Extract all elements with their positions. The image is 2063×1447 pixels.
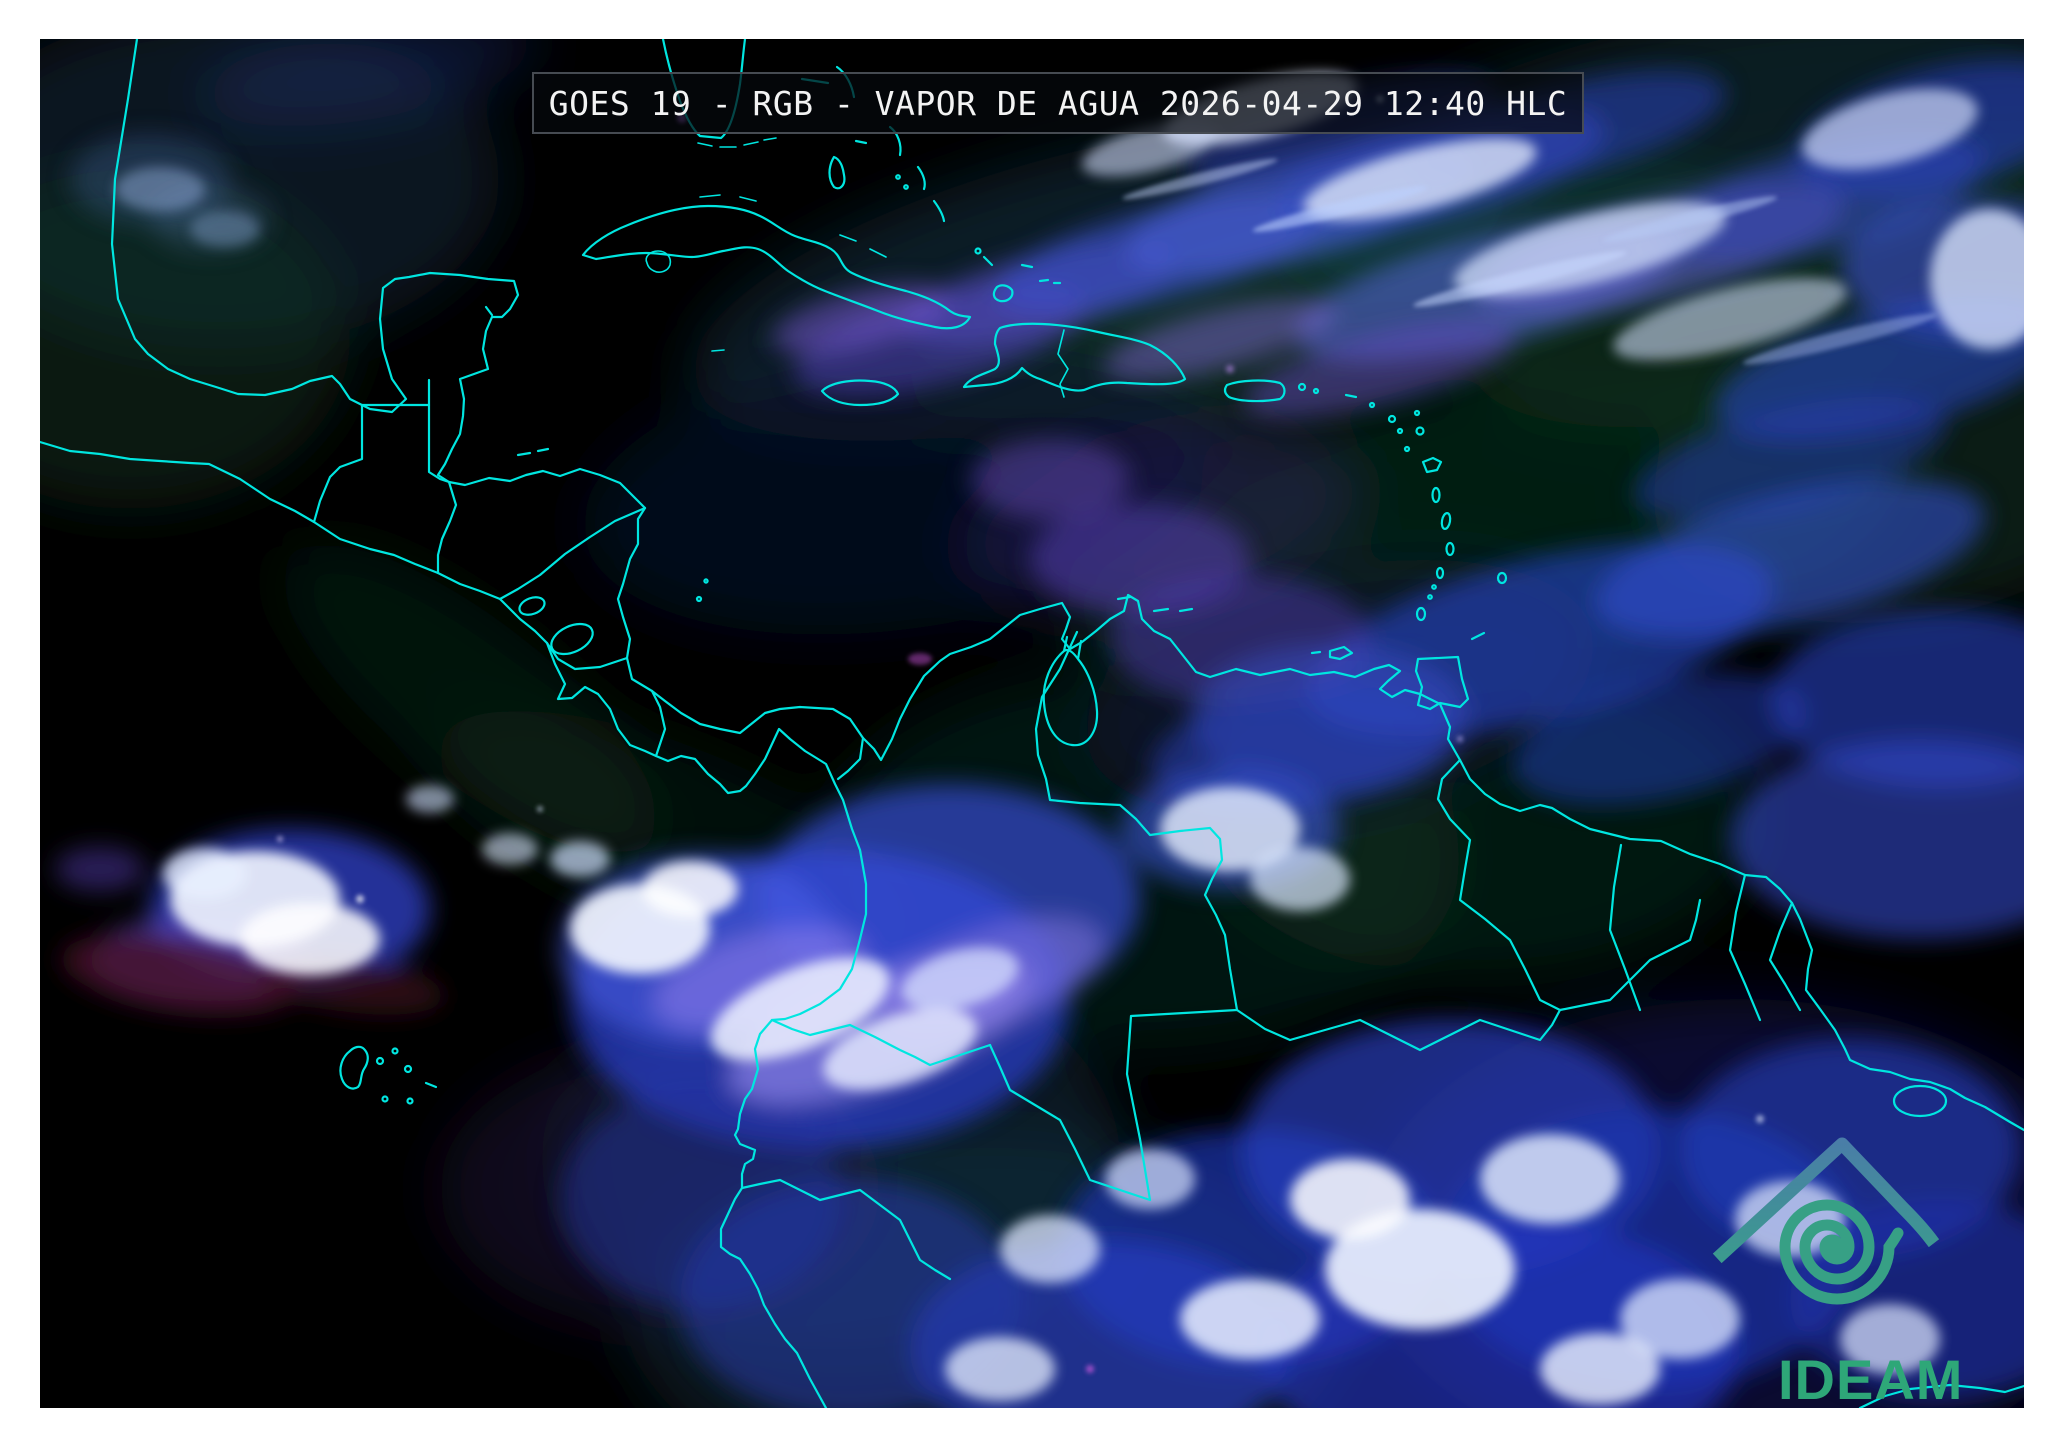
- lake-maracaibo-outline: [1042, 635, 1099, 747]
- south-america-borders: [740, 630, 2024, 1408]
- haiti-dr-border: [1057, 329, 1069, 398]
- title-text: GOES 19 - RGB - VAPOR DE AGUA 2026-04-29…: [548, 83, 1568, 123]
- puerto-rico-outline: [1223, 379, 1286, 403]
- logo-text: IDEAM: [1778, 1348, 1964, 1408]
- trinidad-outline: [1414, 655, 1470, 711]
- continental-coastline: [110, 39, 2024, 1132]
- ideam-logo: IDEAM: [1670, 1099, 2000, 1408]
- lesser-antilles-outlines: [1116, 382, 1508, 661]
- galapagos-outlines: [339, 1045, 438, 1105]
- pacific-coastline: [40, 440, 868, 1408]
- cuba-outline: [581, 204, 972, 330]
- bright-cloud-layer: [115, 72, 2024, 1405]
- satellite-cloud-layer: [40, 39, 2024, 1408]
- hispaniola-outline: [962, 322, 1187, 392]
- cayman-islands: [711, 349, 725, 352]
- ideam-mountain-spiral-icon: [1712, 1137, 1940, 1305]
- jamaica-outline: [820, 379, 900, 407]
- central-america-borders: [312, 305, 865, 781]
- cuba-keys: [699, 194, 887, 258]
- florida-keys: [697, 137, 777, 148]
- weather-map: GOES 19 - RGB - VAPOR DE AGUA 2026-04-29…: [40, 39, 2024, 1408]
- fine-detail-layer: [277, 95, 1938, 1373]
- isla-juventud-outline: [645, 250, 672, 273]
- title-bar: GOES 19 - RGB - VAPOR DE AGUA 2026-04-29…: [532, 72, 1584, 134]
